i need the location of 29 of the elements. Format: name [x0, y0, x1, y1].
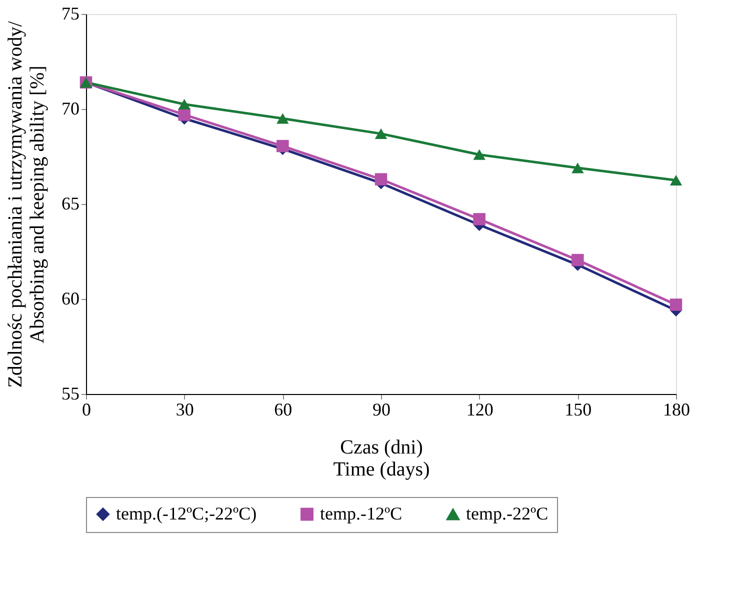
legend-label: temp.-12ºC: [320, 503, 402, 524]
point: [276, 140, 289, 152]
y-axis-title: Zdolnośc pochłaniania i utrzymywania wody/ Absorbing and keeping ability [%]: [4, 20, 48, 388]
x-tick-label: 180: [663, 400, 690, 420]
x-tick-label: 30: [176, 400, 194, 420]
point: [572, 254, 584, 266]
point: [670, 174, 682, 186]
point: [178, 108, 190, 121]
point: [374, 128, 388, 140]
legend-label: temp.-22ºC: [466, 504, 548, 524]
point: [473, 213, 486, 226]
point: [178, 98, 190, 110]
y-tick-label: 65: [62, 194, 80, 214]
y-tick-label: 55: [62, 384, 80, 404]
x-tick-label: 0: [82, 400, 91, 420]
x-tick-label: 60: [274, 400, 292, 420]
point: [276, 113, 289, 124]
x-axis-title: Czas (dni) Time (days): [333, 436, 430, 480]
x-tick-label: 150: [564, 400, 592, 420]
y-tick-label: 75: [62, 4, 80, 24]
y-tick-label: 60: [62, 288, 80, 308]
point: [374, 173, 388, 186]
point: [572, 162, 584, 174]
point: [670, 298, 682, 311]
x-tick-label: 120: [466, 400, 494, 420]
y-tick-label: 70: [62, 98, 80, 118]
point: [473, 149, 486, 160]
x-tick-label: 90: [372, 400, 390, 420]
legend-label: temp.(-12ºC;-22ºC): [116, 503, 257, 524]
